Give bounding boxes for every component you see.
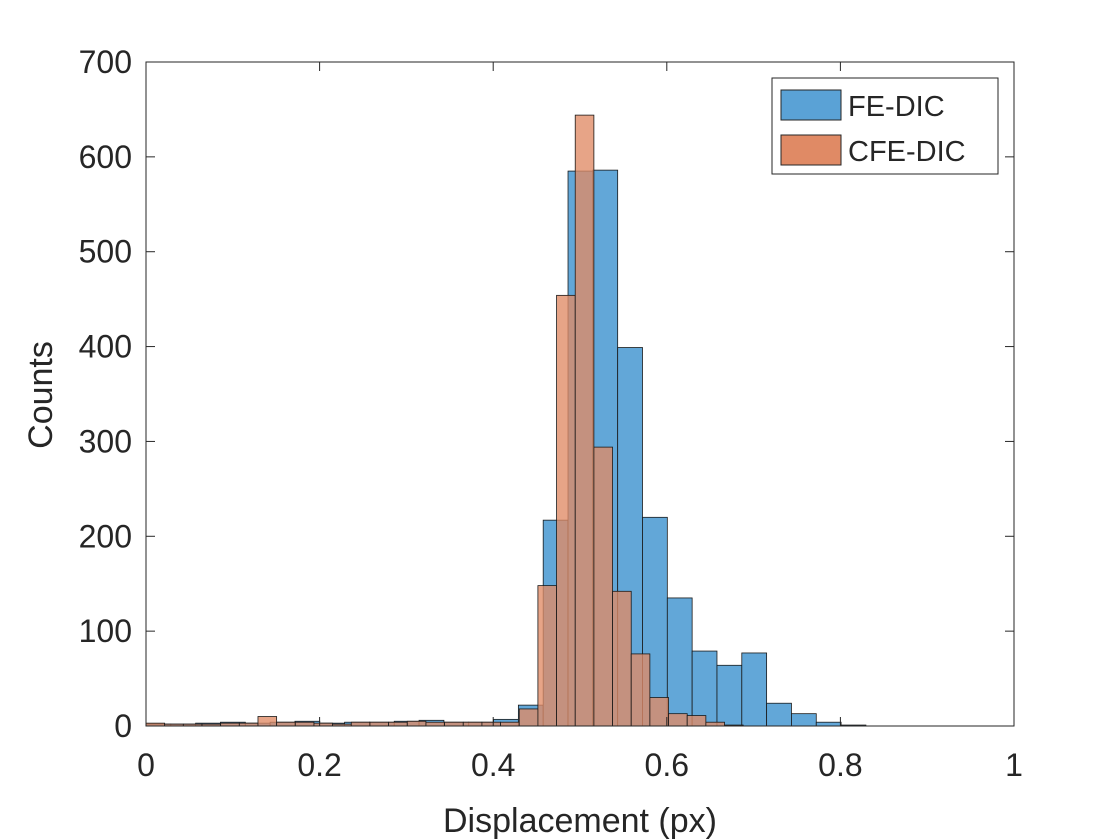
histogram-bar-fe-dic <box>691 650 718 727</box>
x-tick-label: 0.6 <box>645 747 689 783</box>
x-tick-label: 0 <box>137 747 155 783</box>
y-axis-ticks: 0 100 200 300 400 500 600 700 <box>79 44 1014 744</box>
histogram-bar-fe-dic <box>716 664 743 727</box>
histogram-bar-fe-dic <box>815 721 842 727</box>
y-axis-label: Counts <box>22 341 60 449</box>
series-cfe-dic-bars <box>145 114 744 727</box>
histogram-bar-cfe-dic <box>630 653 651 727</box>
y-tick-label: 200 <box>79 518 132 554</box>
axes-box <box>145 61 1015 727</box>
x-tick-label: 1 <box>1005 747 1023 783</box>
histogram-bar-fe-dic <box>741 652 768 727</box>
legend-label-fe-dic: FE-DIC <box>848 91 945 123</box>
histogram-bar-cfe-dic <box>294 721 315 727</box>
y-tick-label: 600 <box>79 139 132 175</box>
histogram-bar-cfe-dic <box>369 721 390 727</box>
histogram-bar-cfe-dic <box>686 715 707 727</box>
histogram-bar-cfe-dic <box>668 713 688 727</box>
histogram-bar-cfe-dic <box>406 720 427 727</box>
histogram-bar-cfe-dic <box>388 721 408 727</box>
x-tick-label: 0.8 <box>818 747 862 783</box>
histogram-bar-cfe-dic <box>705 721 725 727</box>
legend-swatch-cfe-dic <box>780 134 842 166</box>
histogram-bar-cfe-dic <box>556 294 576 727</box>
x-tick-label: 0.4 <box>471 747 515 783</box>
histogram-bar-fe-dic <box>791 713 817 727</box>
histogram-bar-cfe-dic <box>276 721 296 727</box>
histogram-bar-fe-dic <box>766 702 792 727</box>
histogram-bar-cfe-dic <box>481 721 501 727</box>
x-axis-ticks: 0 0.2 0.4 0.6 0.8 1 <box>137 62 1023 783</box>
histogram-bar-cfe-dic <box>518 708 539 727</box>
histogram-bar-cfe-dic <box>257 716 278 727</box>
histogram-bar-cfe-dic <box>593 446 613 727</box>
y-tick-label: 100 <box>79 613 132 649</box>
histogram-bar-cfe-dic <box>425 721 445 727</box>
histogram-bar-cfe-dic <box>649 697 669 727</box>
legend-swatch-fe-dic <box>780 89 842 121</box>
x-tick-label: 0.2 <box>297 747 341 783</box>
y-tick-label: 500 <box>79 234 132 270</box>
histogram-bar-fe-dic <box>666 597 693 727</box>
histogram-bar-cfe-dic <box>350 721 371 727</box>
histogram-bar-cfe-dic <box>574 114 595 727</box>
y-tick-label: 300 <box>79 423 132 459</box>
histogram-bar-cfe-dic <box>444 721 464 727</box>
y-tick-label: 0 <box>114 708 132 744</box>
legend: FE-DIC CFE-DIC <box>771 77 999 175</box>
histogram-bar-cfe-dic <box>537 585 557 727</box>
histogram-bar-cfe-dic <box>500 721 520 727</box>
legend-label-cfe-dic: CFE-DIC <box>848 136 966 168</box>
x-axis-label: Displacement (px) <box>443 802 717 840</box>
y-tick-label: 700 <box>79 44 132 80</box>
histogram-bar-cfe-dic <box>612 590 632 727</box>
y-tick-label: 400 <box>79 329 132 365</box>
histogram-bar-cfe-dic <box>462 721 483 727</box>
